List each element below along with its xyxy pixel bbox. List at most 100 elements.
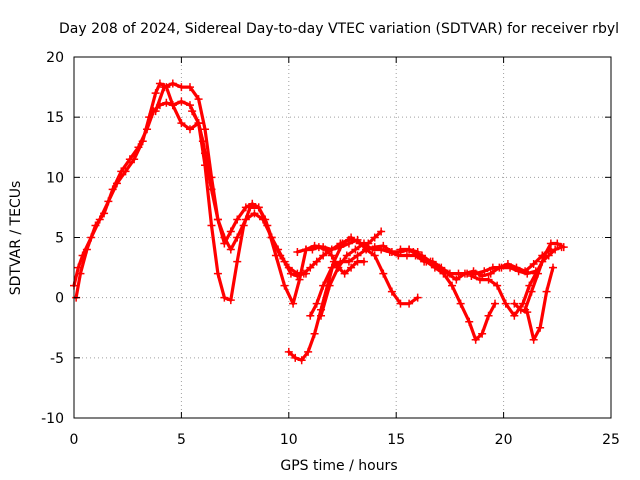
data-point [134,143,143,152]
data-point [301,245,310,254]
data-point [417,251,426,260]
data-point [125,155,134,164]
data-point [493,281,502,290]
data-point [409,247,418,256]
data-point [185,125,194,134]
data-point [188,107,197,116]
data-point [387,287,396,296]
data-point [501,299,510,308]
data-point [319,251,328,260]
data-point [250,209,259,218]
series-track-13 [521,239,568,314]
data-point [143,125,152,134]
data-point [405,245,414,254]
x-tick-label: 15 [387,432,405,448]
y-tick-label: 15 [46,110,64,126]
x-tick-label: 10 [280,432,298,448]
data-point [246,203,255,212]
series-track-11 [467,243,566,320]
series-line [74,99,308,300]
data-point [347,263,356,272]
data-point [353,251,362,260]
x-tick-label: 25 [602,432,620,448]
data-point [521,305,530,314]
data-point [304,347,313,356]
data-point [325,281,334,290]
data-point [213,215,222,224]
y-tick-label: 0 [55,291,64,307]
data-point [151,89,160,98]
data-point [521,267,530,276]
data-point [271,251,280,260]
data-point [312,257,321,266]
y-tick-label: 5 [55,231,64,247]
series-track-12 [510,263,558,344]
data-point [226,296,235,305]
data-point [201,125,210,134]
data-point [460,269,469,278]
data-point [160,83,169,92]
data-point [336,243,345,252]
data-point [284,347,293,356]
data-point [220,239,229,248]
data-point [396,299,405,308]
data-point [503,259,512,268]
data-point [512,263,521,272]
data-point [536,323,545,332]
data-point [510,311,519,320]
data-point [370,251,379,260]
data-point [377,227,386,236]
data-point [551,245,560,254]
data-point [344,239,353,248]
data-point [342,251,351,260]
data-point [280,281,289,290]
data-point [471,335,480,344]
series-line [319,241,538,318]
data-point [254,203,263,212]
data-point [484,275,493,284]
data-point [396,245,405,254]
data-point [377,245,386,254]
data-point [340,269,349,278]
data-point [394,251,403,260]
data-point [370,233,379,242]
data-point [319,243,328,252]
data-point [448,281,457,290]
data-point [312,299,321,308]
data-point [379,269,388,278]
data-point [529,259,538,268]
data-point [168,101,177,110]
series-line [154,81,351,278]
data-point [344,257,353,266]
data-point [100,209,109,218]
grid-lines [74,57,611,418]
data-point [310,241,319,250]
data-point [540,251,549,260]
data-point [76,269,85,278]
data-point [233,257,242,266]
series-track-8 [317,239,540,320]
data-point [402,251,411,260]
data-point [194,119,203,128]
data-point [533,269,542,278]
data-point [465,317,474,326]
data-point [289,299,298,308]
x-axis-label: GPS time / hours [280,458,397,474]
data-point [484,311,493,320]
data-point [185,83,194,92]
data-point [306,263,315,272]
series-line [72,81,214,288]
data-point [456,299,465,308]
y-tick-label: -5 [50,351,64,367]
data-point [295,275,304,284]
series-track-10 [409,245,555,284]
data-point [207,221,216,230]
data-point [263,221,272,230]
data-point [385,247,394,256]
data-point [334,263,343,272]
data-point [549,263,558,272]
data-point [467,272,476,281]
series-track-9 [396,245,500,344]
x-tick-label: 20 [495,432,513,448]
